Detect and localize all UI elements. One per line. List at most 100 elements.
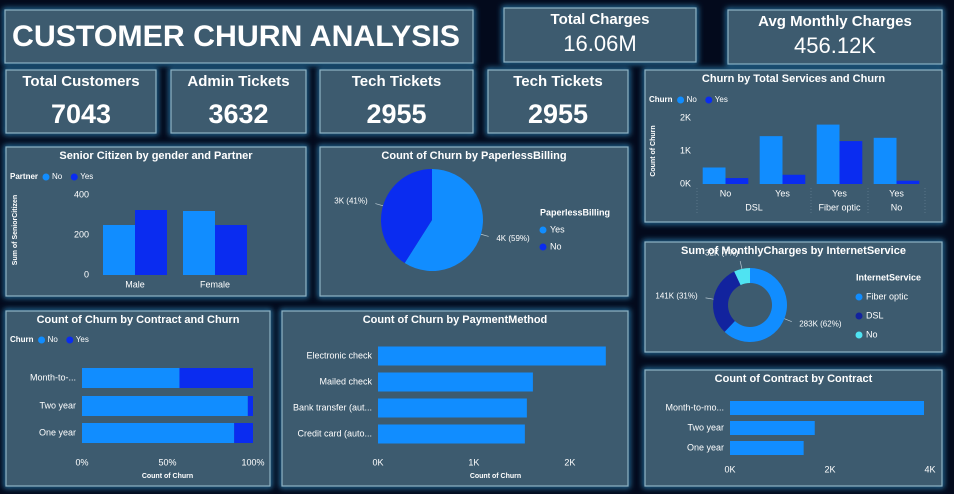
bar: [215, 225, 247, 275]
bar: [378, 424, 525, 444]
y-tick-label: 1K: [680, 145, 691, 155]
slice: [734, 268, 750, 286]
data-label: 32K (7%): [705, 248, 739, 257]
panel: [5, 69, 157, 134]
x-tick-label: Yes: [775, 188, 790, 198]
x-tick-label: 0K: [372, 457, 383, 467]
legend-label: No: [866, 329, 878, 339]
bar: [873, 137, 897, 184]
y-tick-label: One year: [687, 442, 724, 452]
slice: [404, 169, 483, 271]
leader-line: [480, 233, 489, 237]
y-tick-label: Two year: [39, 400, 76, 410]
kpi-label: Tech Tickets: [513, 73, 603, 90]
bar: [730, 441, 804, 455]
y-axis-label: Count of Churn: [650, 125, 657, 176]
legend-marker: [539, 243, 547, 251]
legend-marker: [855, 331, 863, 339]
panel: [644, 241, 943, 353]
bar: [896, 180, 920, 184]
kpi-value: 456.12K: [794, 33, 876, 58]
bar: [730, 401, 924, 415]
bar: [839, 141, 863, 184]
panel: [727, 9, 943, 65]
legend-marker: [855, 312, 863, 320]
chart-title: Sum of MonthlyCharges by InternetService: [681, 245, 906, 257]
kpi-value: 2955: [528, 99, 588, 129]
y-tick-label: 2K: [680, 112, 691, 122]
chart-title: Churn by Total Services and Churn: [702, 73, 885, 85]
kpi-label: Total Charges: [551, 11, 650, 28]
leader-line: [375, 203, 384, 207]
bar-segment: [247, 396, 253, 416]
x-axis-label: Count of Churn: [470, 473, 521, 480]
legend-marker: [70, 173, 78, 181]
kpi-label: Avg Monthly Charges: [758, 13, 912, 30]
panel: [487, 69, 629, 134]
x-tick-label: Male: [125, 279, 145, 289]
panels: [3, 6, 944, 488]
legend-marker: [38, 336, 46, 344]
panel: [319, 69, 474, 134]
chart-title: Senior Citizen by gender and Partner: [59, 150, 253, 162]
bar-segment: [82, 396, 248, 416]
x-tick-label: 4K: [924, 464, 935, 474]
bar: [702, 167, 726, 184]
x-tick-label: 2K: [824, 464, 835, 474]
x-tick-label: 50%: [158, 457, 176, 467]
y-tick-label: One year: [39, 427, 76, 437]
slice: [380, 169, 432, 264]
bar: [103, 225, 135, 275]
legend-label: No: [48, 335, 59, 344]
x-tick-label: 1K: [468, 457, 479, 467]
legend-label: Yes: [550, 224, 565, 234]
y-tick-label: Bank transfer (aut...: [293, 402, 372, 412]
y-axis-label: Sum of SeniorCitizen: [12, 195, 19, 265]
leader-line: [784, 318, 792, 322]
group-label: No: [891, 202, 903, 212]
legend-label: No: [550, 241, 562, 251]
legend-title: PaperlessBilling: [540, 207, 610, 217]
group-label: DSL: [745, 202, 763, 212]
bar: [725, 178, 749, 184]
bar: [759, 136, 783, 184]
leader-line: [739, 261, 743, 269]
y-tick-label: Month-to-mo...: [665, 402, 724, 412]
legend-title: Partner: [10, 172, 38, 181]
x-tick-label: Yes: [889, 188, 904, 198]
legend-marker: [66, 336, 74, 344]
bar-segment: [234, 423, 253, 443]
data-label: 3K (41%): [334, 196, 368, 205]
legend-label: Yes: [76, 335, 89, 344]
kpi-value: 7043: [51, 99, 111, 129]
y-tick-label: Two year: [687, 422, 724, 432]
kpi-label: Total Customers: [22, 73, 139, 90]
legend-label: DSL: [866, 310, 884, 320]
legend-marker: [677, 96, 685, 104]
slice: [724, 268, 787, 342]
y-tick-label: 0K: [680, 178, 691, 188]
bar-segment: [82, 368, 180, 388]
y-tick-label: Credit card (auto...: [297, 428, 372, 438]
y-tick-label: 400: [74, 189, 89, 199]
legend-label: Fiber optic: [866, 291, 909, 301]
x-tick-label: Yes: [832, 188, 847, 198]
bar: [730, 421, 815, 435]
bar: [135, 210, 167, 275]
x-tick-label: 2K: [564, 457, 575, 467]
legend-marker: [705, 96, 713, 104]
x-tick-label: No: [720, 188, 732, 198]
bar: [378, 398, 527, 418]
data-label: 283K (62%): [799, 320, 842, 329]
legend-title: Churn: [649, 95, 673, 104]
y-tick-label: Electronic check: [306, 350, 372, 360]
bar: [378, 372, 533, 392]
bar: [782, 174, 806, 184]
y-tick-label: Mailed check: [319, 376, 372, 386]
legend-label: No: [687, 95, 698, 104]
bar: [183, 211, 215, 275]
chart-title: Count of Churn by PaperlessBilling: [381, 150, 566, 162]
bar-segment: [82, 423, 235, 443]
kpi-value: 3632: [208, 99, 268, 129]
